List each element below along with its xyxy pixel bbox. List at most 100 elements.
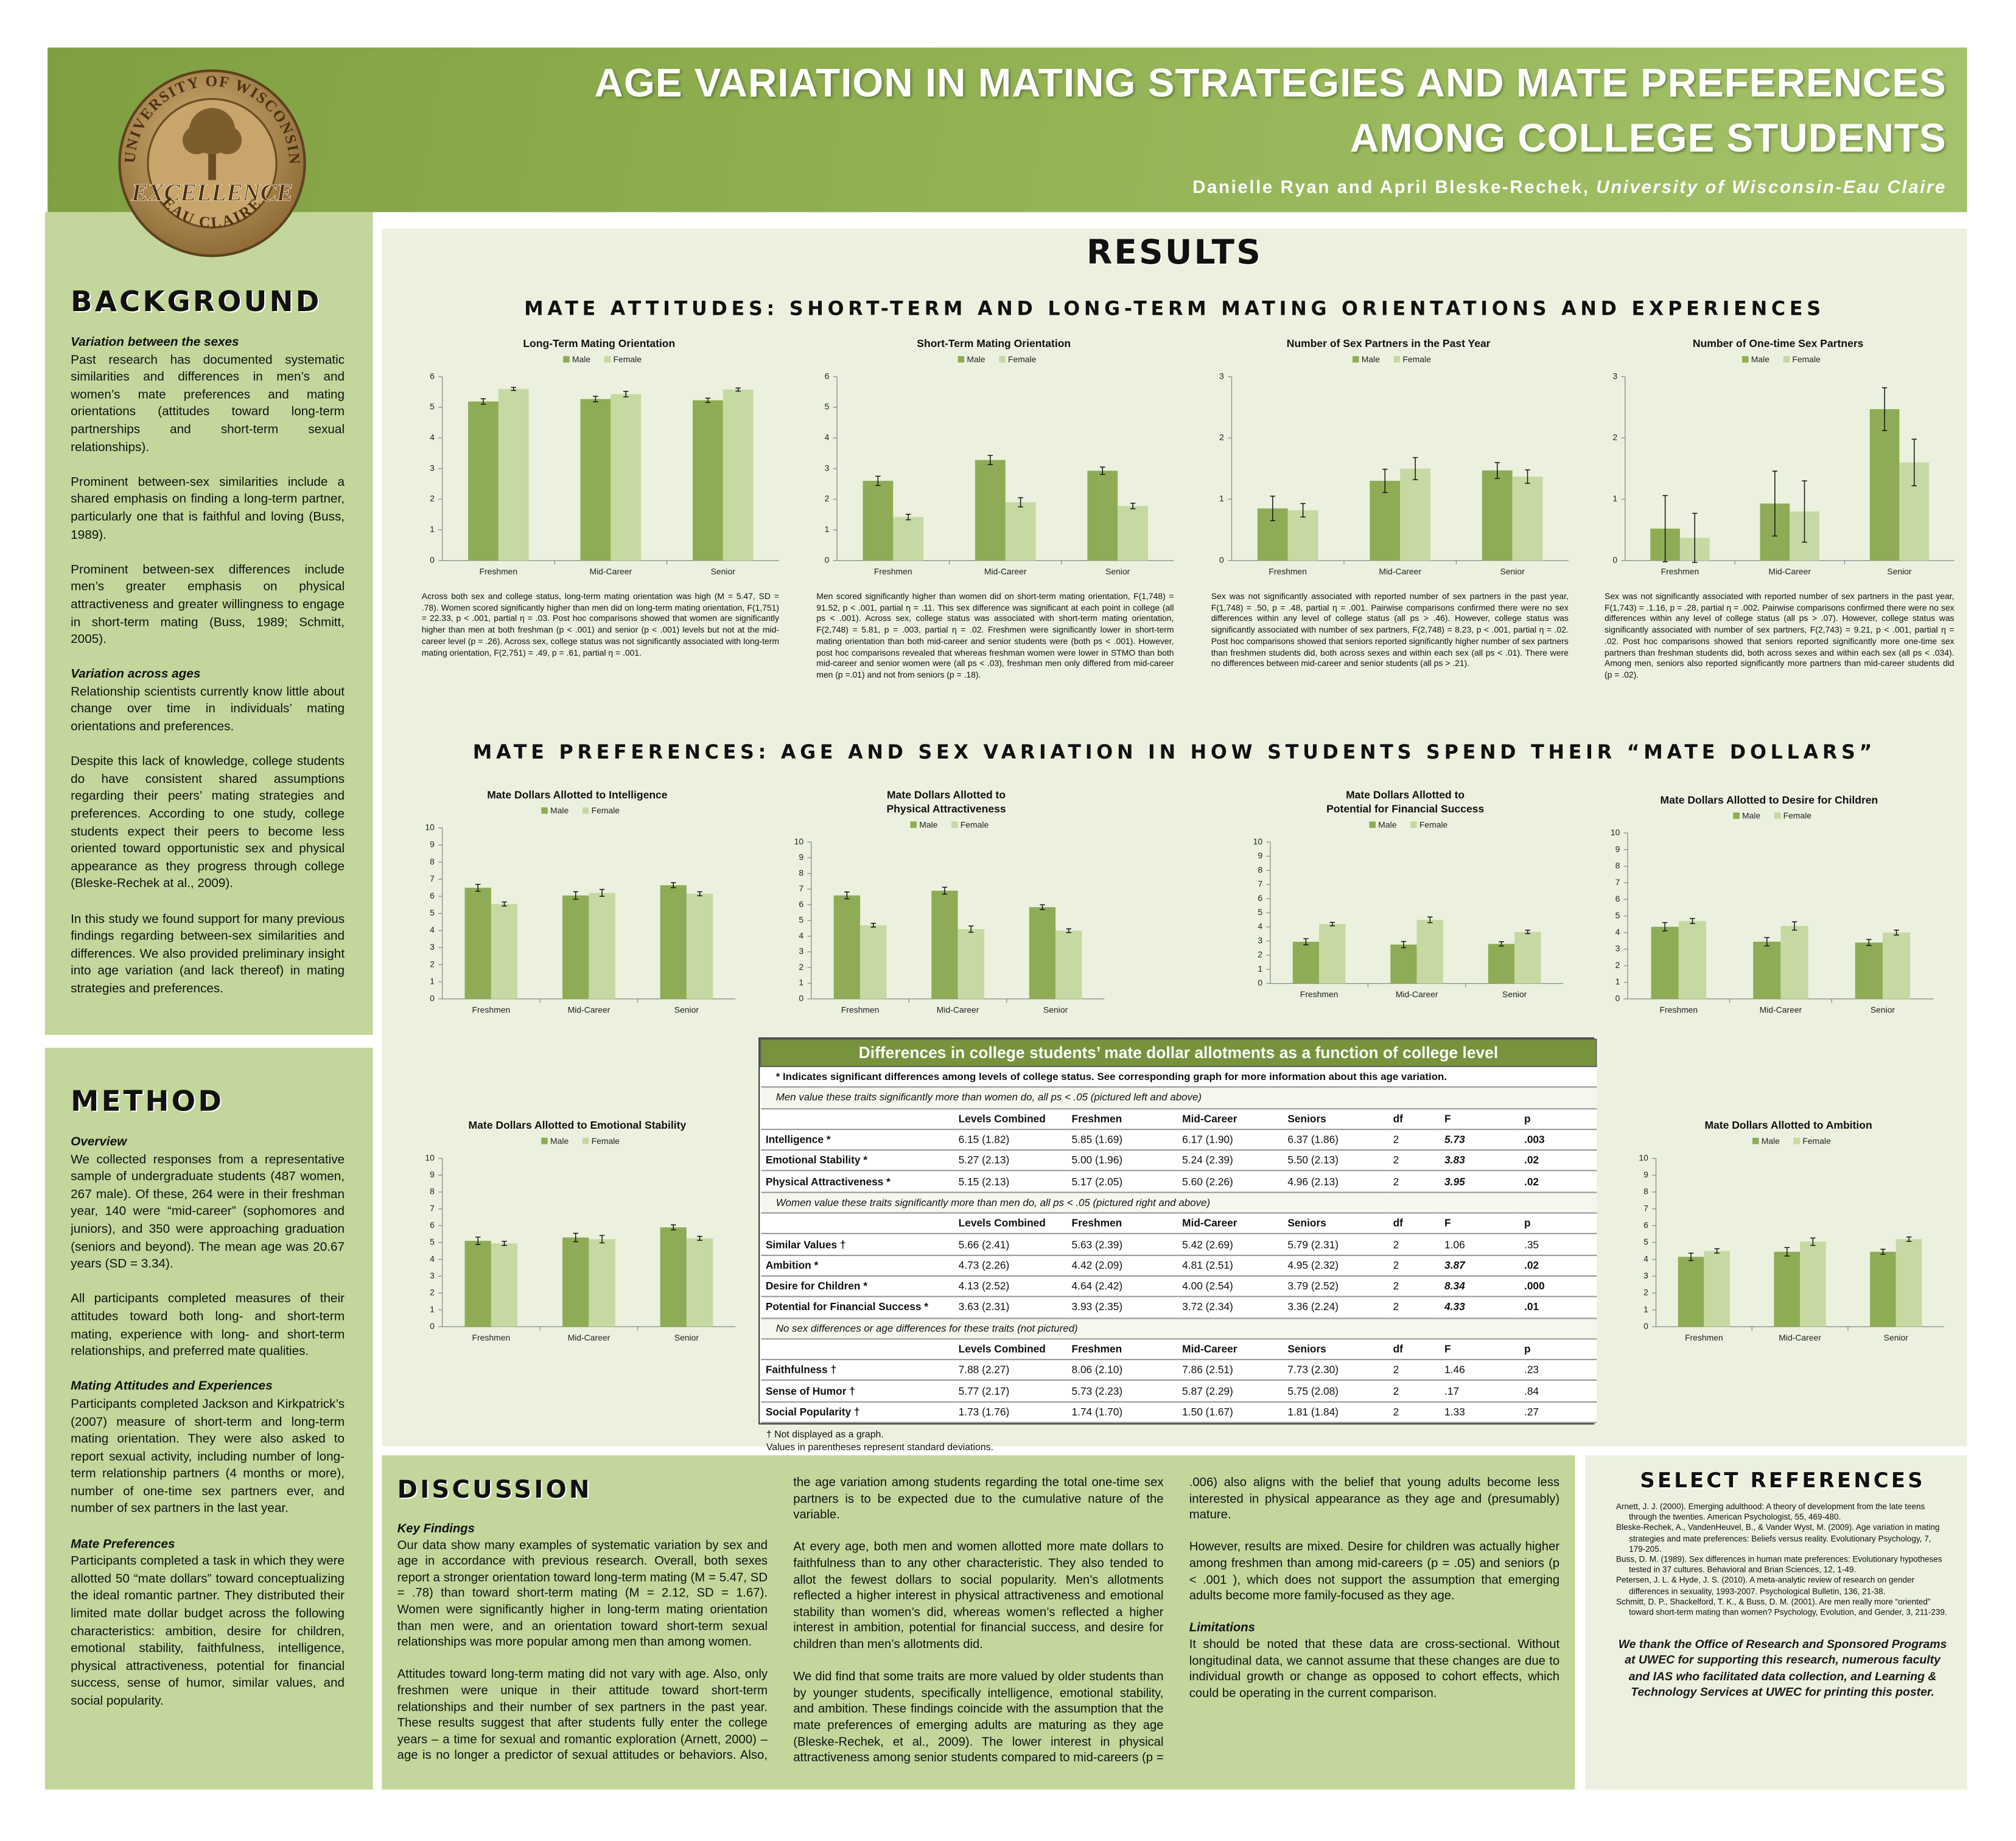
table-cell: .84 [1519,1380,1597,1403]
table-cell: .003 [1519,1129,1597,1151]
method-panel: METHOD Overview We collected responses fr… [44,1048,373,1790]
results-title: RESULTS [1086,234,1263,273]
error-bar [1303,938,1309,945]
y-tick-label: 4 [825,432,830,442]
table-cell: 4.96 (2.13) [1282,1171,1388,1193]
subheading: Variation across ages [71,667,201,682]
table-cell: Similar Values † [760,1233,954,1256]
x-tick-label: Mid-Career [568,1005,611,1014]
y-tick-label: 2 [430,959,435,969]
chart-title: Mate Dollars Allotted to Physical Attrac… [886,788,1006,815]
seal-tree-crown [213,125,242,155]
y-tick-label: 9 [1643,1169,1648,1179]
y-tick-label: 10 [794,836,804,846]
table-cell: 4.33 [1439,1297,1519,1319]
chart-plot: Male Female 0 1 2 3 4 5 6 Freshmen Mid-Career Senio… [825,354,1174,576]
chart-caption: Across both sex and college status, long… [421,592,779,658]
table-cell: Intelligence * [760,1129,954,1151]
chart: Mate Dollars Allotted to Ambition Male Fem… [1623,1118,1955,1353]
reference: Bleske-Rechek, A., VandenHeuvel, B., & V… [1616,1524,1940,1554]
error-bar [1525,930,1531,935]
x-tick-label: Senior [711,566,736,576]
table-cell: Potential for Financial Success * [760,1297,954,1319]
reference: Arnett, J. J. (2000). Emerging adulthood… [1616,1503,1925,1523]
legend-label: Male [550,1136,569,1146]
error-bar [599,1235,605,1244]
error-bar [671,1224,676,1230]
bar [1287,510,1318,561]
y-tick-label: 4 [430,432,435,442]
chart-plot: Male Female 0 1 2 3 Freshmen Mid-Career Senior [1219,354,1569,576]
subheading: Mate Preferences [71,1537,175,1552]
table-header-cell: Freshmen [1066,1108,1177,1130]
error-bar [1764,937,1769,947]
legend-label: Male [550,805,569,815]
y-tick-label: 4 [430,1254,435,1263]
error-bar [1412,457,1418,480]
bar [660,1227,687,1327]
bar [464,888,491,999]
y-tick-label: 10 [425,1152,435,1162]
legend-swatch [1752,1137,1759,1145]
y-tick-label: 0 [1612,555,1617,564]
error-bar [1866,939,1872,946]
bar [1055,930,1082,999]
subheading: Limitations [1189,1621,1255,1636]
table-header-cell: Seniors [1282,1108,1388,1130]
x-tick-label: Senior [674,1333,699,1342]
table-caption-row: Women value these traits significantly m… [760,1192,1597,1214]
y-tick-label: 6 [1615,894,1620,903]
legend-label: Female [1008,354,1037,364]
error-bar [1662,495,1668,563]
table-cell: .27 [1519,1401,1597,1423]
bar [931,891,958,999]
bar [1482,470,1513,561]
bar [863,480,894,561]
table-header-cell: Seniors [1282,1339,1388,1361]
y-tick-label: 10 [1611,827,1620,837]
y-tick-label: 5 [430,908,435,917]
table-caption-row: No sex differences or age differences fo… [760,1317,1597,1340]
table-header-cell: Freshmen [1066,1213,1177,1235]
bar [491,1243,518,1327]
y-tick-label: 1 [1643,1304,1648,1314]
error-bar [905,513,911,521]
x-tick-label: Mid-Career [568,1333,611,1342]
error-bar [573,1233,578,1243]
y-tick-label: 6 [825,371,830,380]
y-tick-label: 3 [1643,1271,1648,1280]
x-tick-label: Mid-Career [937,1005,979,1014]
bar [562,1237,589,1327]
discussion-text: DISCUSSION Key Findings Our data show man… [397,1476,1559,1779]
table-cell: .23 [1519,1359,1597,1381]
x-tick-label: Senior [1871,1005,1895,1014]
table-row: Emotional Stability * 5.27 (2.13) 5.00 (1.… [760,1150,1597,1172]
y-tick-label: 4 [799,930,803,940]
y-tick-label: 5 [825,402,830,412]
error-bar [705,398,711,403]
legend-label: Female [614,354,642,364]
seal-tree-crown [182,125,211,155]
reference-list: Arnett, J. J. (2000). Emerging adulthood… [1616,1503,1949,1619]
table-header-cell: Seniors [1282,1213,1388,1235]
error-bar [1791,921,1797,931]
method-text: Overview We collected responses from a re… [71,1134,345,1711]
chart: Long-Term Mating Orientation Male Female 0 1… [409,337,789,659]
chart-title: Mate Dollars Allotted to Potential for F… [1326,788,1485,815]
legend-label: Female [1783,811,1812,821]
error-bar [1802,480,1807,543]
table-cell: 6.17 (1.90) [1177,1129,1283,1151]
bar [957,929,984,999]
bar [660,885,687,999]
y-tick-label: 9 [799,852,803,862]
seal-center-text: EXCELLENCE [131,178,293,206]
chart-plot: Male Female 0 1 2 3 4 5 6 7 8 9 10 Freshmen Mid-Career… [425,805,736,1014]
bar [1370,480,1401,561]
table-row: Social Popularity † 1.73 (1.76) 1.74 (1.70… [760,1401,1597,1423]
error-bar [1494,461,1500,479]
reference: Buss, D. M. (1989). Sex differences in h… [1616,1555,1942,1576]
table-row: Sense of Humor † 5.77 (2.17) 5.73 (2.23) 5.… [760,1380,1597,1403]
table-body: Differences in college students’ mate do… [760,1039,1597,1423]
error-bar [1906,1236,1912,1242]
legend-swatch [1353,356,1359,363]
